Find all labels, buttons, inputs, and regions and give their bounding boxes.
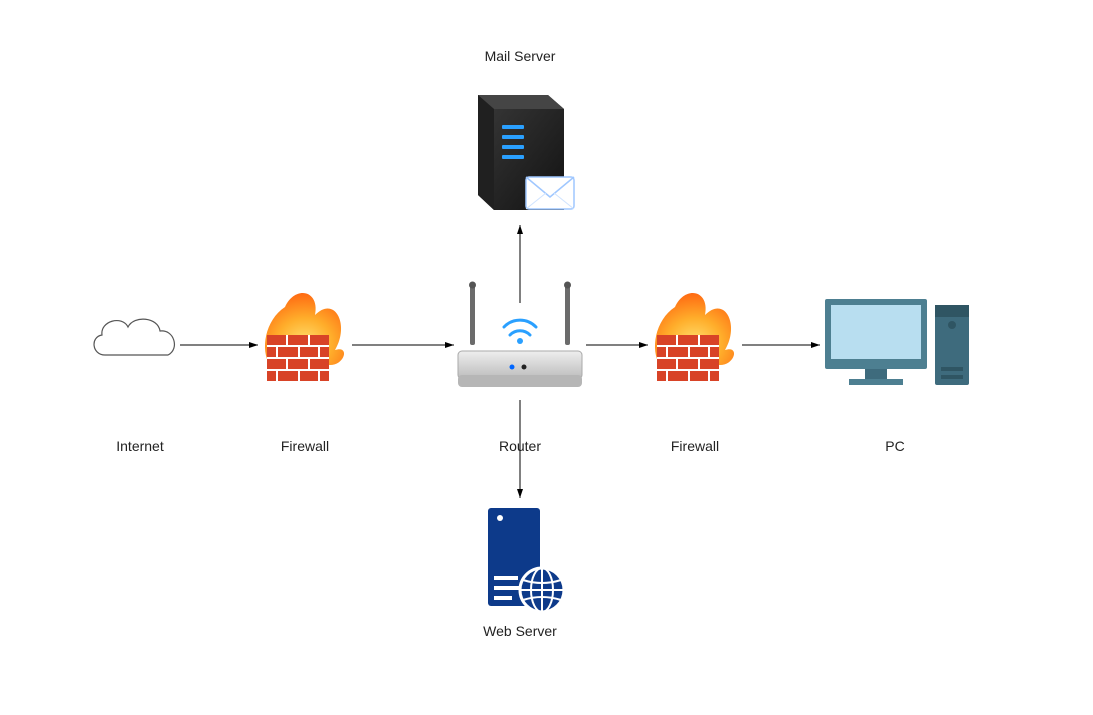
diagram-canvas [0, 0, 1093, 715]
mail-server-icon [478, 95, 574, 210]
firewall1-icon [265, 293, 344, 381]
router-label: Router [499, 438, 541, 454]
mail-icon [526, 177, 574, 209]
internet-label: Internet [116, 438, 163, 454]
pc-icon [825, 299, 969, 385]
firewall1-label: Firewall [281, 438, 329, 454]
firewall2-icon [655, 293, 734, 381]
globe-icon [520, 568, 564, 612]
internet-icon [94, 319, 174, 355]
firewall2-label: Firewall [671, 438, 719, 454]
pc-label: PC [885, 438, 904, 454]
mail-server-label: Mail Server [485, 48, 556, 64]
web-server-icon [488, 508, 564, 612]
web-server-label: Web Server [483, 623, 557, 639]
